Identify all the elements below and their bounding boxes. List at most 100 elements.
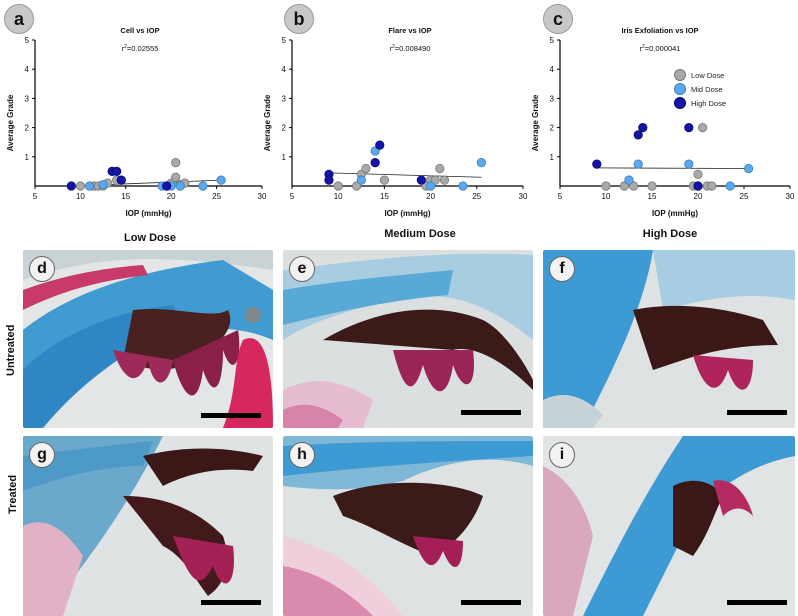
x-tick-label: 20 (426, 192, 435, 201)
data-point-low-dose (75, 181, 86, 191)
data-point-high-dose (592, 159, 602, 169)
data-point-low-dose (435, 163, 445, 174)
y-tick-label: 4 (25, 65, 30, 74)
data-point-high-dose (324, 175, 334, 185)
micrograph-i: i (543, 436, 795, 616)
panel-letter-b: b (284, 4, 314, 34)
x-axis-label: IOP (mmHg) (384, 209, 430, 218)
data-point-mid-dose (198, 181, 208, 191)
y-tick-label: 4 (282, 65, 287, 74)
data-point-high-dose (116, 175, 126, 185)
x-tick-label: 5 (558, 192, 563, 201)
micrograph-h: h (283, 436, 533, 616)
legend-item-low: Low Dose (674, 68, 726, 82)
tile-letter-f: f (549, 256, 575, 282)
data-point-high-dose (112, 166, 122, 176)
data-point-low-dose (697, 123, 708, 133)
data-point-mid-dose (476, 158, 487, 168)
data-point-high-dose (684, 123, 694, 133)
data-point-high-dose (66, 181, 76, 191)
data-point-mid-dose (84, 181, 95, 191)
legend-item-mid: Mid Dose (674, 82, 726, 96)
data-point-mid-dose (458, 181, 468, 191)
y-tick-label: 5 (25, 36, 30, 45)
data-point-low-dose (333, 181, 343, 191)
tile-letter-g: g (29, 442, 55, 468)
y-tick-label: 3 (282, 94, 287, 103)
data-point-low-dose (171, 172, 181, 182)
micrograph-e: e (283, 250, 533, 428)
panel-letter-c: c (543, 4, 573, 34)
legend-swatch-low (674, 69, 686, 81)
scatter-plot-c: 5 10 15 20 25 30 1 2 3 4 5 IOP (mmHg) Average Grade I… (531, 26, 795, 218)
x-tick-label: 5 (290, 192, 295, 201)
tile-letter-d: d (29, 256, 55, 282)
data-point-mid-dose (725, 181, 735, 191)
x-tick-label: 30 (786, 192, 795, 201)
scale-bar (727, 410, 787, 415)
y-tick-label: 2 (282, 124, 287, 133)
x-tick-label: 10 (76, 192, 85, 201)
chart-title: Flare vs IOP (388, 26, 431, 35)
x-tick-label: 30 (258, 192, 267, 201)
micrograph-d: d (23, 250, 273, 428)
chart-title: Iris Exfoliation vs IOP (621, 26, 698, 35)
x-tick-label: 30 (519, 192, 528, 201)
legend-label-high: High Dose (691, 98, 727, 108)
data-point-high-dose (375, 140, 385, 150)
data-point-low-dose (601, 181, 611, 191)
row-label-untreated: Untreated (5, 324, 17, 376)
data-point-mid-dose (624, 175, 634, 185)
data-point-low-dose (439, 175, 450, 185)
x-tick-label: 25 (212, 192, 221, 201)
chart-title: Cell vs IOP (120, 26, 159, 35)
tile-letter-i: i (549, 442, 575, 468)
y-tick-label: 2 (550, 124, 555, 133)
x-tick-label: 10 (602, 192, 611, 201)
data-point-mid-dose (98, 179, 108, 190)
y-axis-label: Average Grade (531, 94, 540, 151)
scale-bar (201, 413, 261, 418)
regression-line (596, 167, 749, 169)
legend-label-low: Low Dose (691, 70, 725, 80)
x-tick-label: 5 (33, 192, 38, 201)
r-squared-label: r2=0.008490 (390, 44, 431, 53)
scale-bar (201, 600, 261, 605)
data-point-mid-dose (175, 181, 185, 191)
scatter-plot-b: 5 10 15 20 25 30 1 2 3 4 5 IOP (mmHg) Average Grade F… (263, 26, 528, 218)
panel-letter-a: a (4, 4, 34, 34)
legend-swatch-high (674, 97, 686, 109)
x-tick-label: 25 (472, 192, 481, 201)
micrograph-f: f (543, 250, 795, 428)
legend-label-mid: Mid Dose (691, 84, 723, 94)
data-point-mid-dose (356, 175, 366, 185)
data-point-mid-dose (743, 163, 754, 174)
data-point-low-dose (361, 163, 371, 174)
column-label-high: High Dose (642, 228, 698, 240)
data-point-low-dose (693, 169, 703, 179)
data-point-mid-dose (425, 181, 436, 191)
x-tick-label: 15 (380, 192, 389, 201)
x-tick-label: 20 (167, 192, 176, 201)
tile-letter-h: h (289, 442, 315, 468)
micrograph-g: g (23, 436, 273, 616)
y-axis-label: Average Grade (263, 94, 272, 151)
x-tick-label: 15 (121, 192, 130, 201)
data-point-mid-dose (216, 175, 226, 185)
scale-bar (727, 600, 787, 605)
data-point-high-dose (370, 158, 380, 168)
y-axis-label: Average Grade (6, 94, 15, 151)
y-tick-label: 1 (282, 153, 287, 162)
x-axis-label: IOP (mmHg) (652, 209, 698, 218)
row-label-treated: Treated (7, 474, 19, 514)
y-tick-label: 1 (550, 153, 555, 162)
data-point-mid-dose (684, 159, 694, 169)
r-squared-label: r2=0.02555 (122, 44, 159, 53)
y-tick-label: 1 (25, 153, 30, 162)
y-tick-label: 3 (550, 94, 555, 103)
data-point-high-dose (162, 181, 172, 191)
scatter-plot-a: 5 10 15 20 25 30 1 2 3 4 5 IOP (mmHg) Average Grade C… (6, 26, 267, 218)
column-label-low: Low Dose (124, 232, 176, 244)
data-point-low-dose (171, 158, 181, 168)
r-squared-label: r2=0.000041 (640, 44, 681, 53)
